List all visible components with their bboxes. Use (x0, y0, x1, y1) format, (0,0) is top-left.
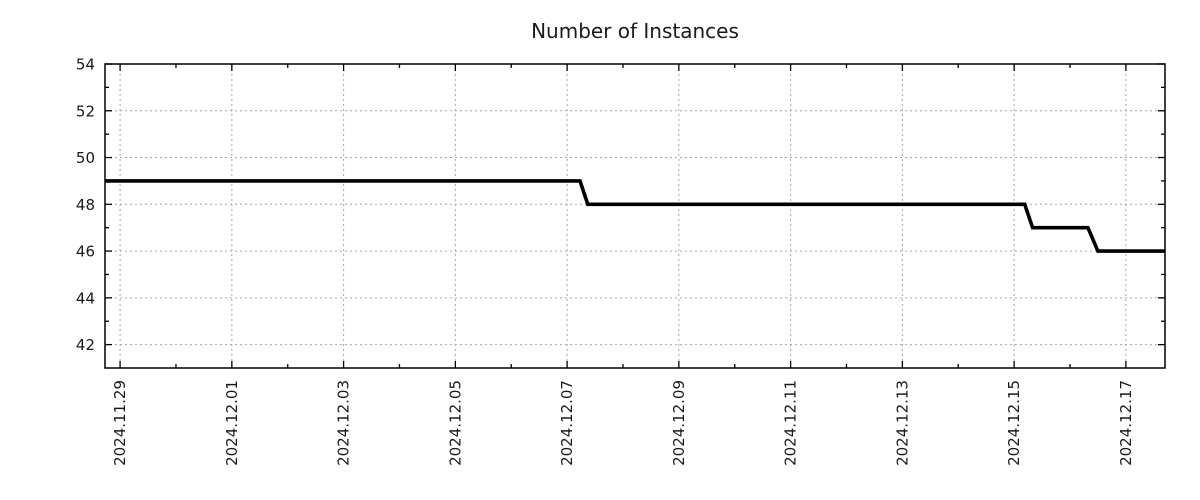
axis-labels: 2024.11.29 2024.12.01 2024.12.03 2024.12.05… (76, 56, 1135, 466)
x-tick-label: 2024.12.03 (335, 380, 353, 466)
x-tick-label: 2024.12.09 (670, 380, 688, 466)
x-tick-label: 2024.12.11 (782, 380, 800, 466)
y-tick-label: 48 (76, 196, 95, 214)
y-tick-label: 44 (76, 289, 95, 307)
x-tick-label: 2024.12.05 (446, 380, 464, 466)
y-tick-label: 52 (76, 102, 95, 120)
y-tick-label: 50 (76, 149, 95, 167)
x-tick-label: 2024.12.13 (893, 380, 911, 466)
plot-frame (104, 63, 1166, 369)
y-tick-label: 46 (76, 243, 95, 261)
y-tick-label: 54 (76, 56, 95, 74)
series-line-instances (105, 179, 1165, 253)
plot-border (104, 63, 1166, 369)
grid-layer (105, 64, 1165, 368)
tick-layer (105, 63, 1165, 368)
x-tick-label: 2024.12.17 (1117, 380, 1135, 466)
x-tick-label: 2024.11.29 (111, 380, 129, 466)
x-tick-label: 2024.12.01 (223, 380, 241, 466)
series-layer (105, 179, 1165, 253)
x-tick-label: 2024.12.07 (558, 380, 576, 466)
y-tick-label: 42 (76, 336, 95, 354)
x-tick-label: 2024.12.15 (1005, 380, 1023, 466)
chart-title: Number of Instances (531, 19, 739, 43)
